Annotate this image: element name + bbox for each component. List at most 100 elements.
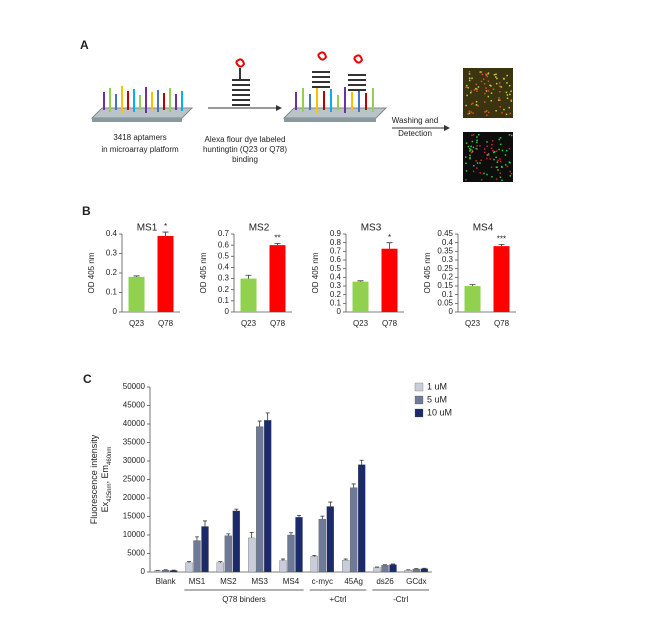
spot xyxy=(469,155,471,157)
spot xyxy=(497,161,499,163)
spot xyxy=(510,91,512,93)
x-tick-label: Q23 xyxy=(129,319,145,328)
bar xyxy=(194,541,201,572)
spot xyxy=(480,71,482,73)
y-tick-label: 0.7 xyxy=(218,229,230,238)
spot xyxy=(481,179,483,181)
y-label-line: Ex425nm, Em460nm xyxy=(100,447,112,513)
x-tick-label: c-myc xyxy=(312,577,333,586)
spot xyxy=(481,81,483,83)
microarray-platform xyxy=(92,86,192,122)
spot xyxy=(479,145,481,147)
y-tick-label: 0.8 xyxy=(330,238,342,247)
x-tick-label: ds26 xyxy=(376,577,394,586)
spot xyxy=(476,104,478,106)
spot xyxy=(507,94,509,96)
y-axis-label: OD 405 nm xyxy=(199,252,208,293)
y-tick-label: 40000 xyxy=(123,419,146,428)
significance: *** xyxy=(497,235,506,244)
spot xyxy=(469,157,471,159)
spot xyxy=(488,96,490,98)
spot xyxy=(498,149,500,151)
bar xyxy=(217,563,224,572)
x-tick-label: Q23 xyxy=(465,319,481,328)
spot xyxy=(488,90,490,92)
bar xyxy=(158,236,174,312)
spot xyxy=(482,74,484,76)
spot xyxy=(479,172,481,174)
spot xyxy=(492,150,494,152)
spot xyxy=(491,92,493,94)
spot xyxy=(471,90,473,92)
bar xyxy=(241,279,257,312)
spot xyxy=(465,179,467,181)
arrow-head xyxy=(444,125,450,131)
error-bar xyxy=(234,509,238,511)
spot xyxy=(511,135,512,137)
spot xyxy=(509,161,511,163)
spot xyxy=(476,136,478,138)
bar xyxy=(248,538,255,572)
y-tick-label: 0.15 xyxy=(437,281,453,290)
y-tick-label: 0.5 xyxy=(330,264,342,273)
bar xyxy=(280,561,287,572)
spot xyxy=(476,142,478,144)
spot xyxy=(491,100,493,102)
spot xyxy=(469,80,471,82)
y-tick-label: 0.1 xyxy=(218,296,230,305)
bar xyxy=(296,517,303,572)
spot xyxy=(488,112,490,114)
spot xyxy=(487,73,489,75)
y-tick-label: 10000 xyxy=(123,530,146,539)
spot xyxy=(469,110,471,112)
error-bar xyxy=(387,243,393,249)
spot xyxy=(466,85,468,87)
bar xyxy=(353,282,369,312)
diagram-label: Detection xyxy=(398,129,432,138)
spot xyxy=(465,105,467,107)
spot xyxy=(483,78,485,80)
spot xyxy=(510,175,512,177)
spot xyxy=(499,82,501,84)
spot xyxy=(471,149,473,151)
spot xyxy=(471,111,473,113)
bar xyxy=(288,535,295,572)
spot xyxy=(505,154,507,156)
spot xyxy=(501,112,503,114)
x-tick-label: MS2 xyxy=(220,577,237,586)
y-tick-label: 0.7 xyxy=(330,246,342,255)
spot xyxy=(479,162,481,164)
spot xyxy=(468,146,470,148)
error-bar xyxy=(275,243,281,245)
spot xyxy=(511,173,513,175)
spot xyxy=(494,151,496,153)
error-bar xyxy=(187,562,191,563)
chart-title: MS4 xyxy=(473,223,494,234)
spot xyxy=(503,78,505,80)
spot xyxy=(467,113,469,115)
spot xyxy=(485,73,487,75)
y-tick-label: 0.1 xyxy=(106,288,118,297)
y-tick-label: 0.35 xyxy=(437,246,453,255)
error-bar xyxy=(352,484,356,488)
y-tick-label: 0.6 xyxy=(218,240,230,249)
spot xyxy=(507,98,509,100)
y-tick-label: 0 xyxy=(337,307,342,316)
y-label-part: 460nm xyxy=(107,447,113,465)
error-bar xyxy=(312,555,316,556)
x-tick-label: 45Ag xyxy=(344,577,363,586)
spot xyxy=(495,157,497,159)
group-label: -Ctrl xyxy=(393,595,408,604)
error-bar xyxy=(358,281,364,282)
y-label-line: Fluorescence intensity xyxy=(89,434,99,524)
diagram-label: in microarray platform xyxy=(101,145,179,154)
spot xyxy=(509,148,511,150)
spot xyxy=(501,166,503,168)
y-tick-label: 45000 xyxy=(123,401,146,410)
y-tick-label: 0.5 xyxy=(218,251,230,260)
spot xyxy=(473,134,475,136)
y-tick-label: 0.3 xyxy=(330,281,342,290)
y-tick-label: 0.2 xyxy=(442,272,454,281)
spot xyxy=(473,171,475,173)
